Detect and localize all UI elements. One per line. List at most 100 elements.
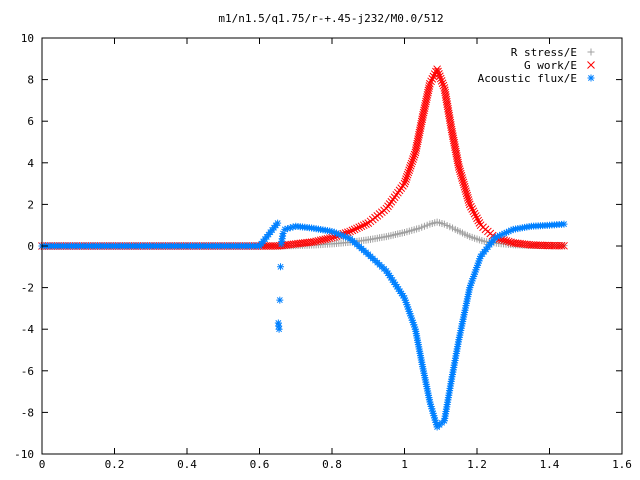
- data-point: [284, 225, 292, 233]
- data-point: [470, 270, 478, 278]
- chart-title: m1/n1.5/q1.75/r-+.45-j232/M0.0/512: [218, 12, 443, 25]
- data-point: [430, 414, 438, 422]
- data-point: [330, 228, 338, 236]
- data-point: [473, 214, 481, 223]
- legend-label: R stress/E: [511, 46, 577, 59]
- data-point: [411, 323, 419, 331]
- data-point: [474, 259, 482, 267]
- y-tick-label: 0: [27, 240, 34, 253]
- data-point: [446, 116, 454, 125]
- y-tick-label: -4: [21, 323, 35, 336]
- data-point: [467, 281, 475, 289]
- data-point: [275, 325, 283, 333]
- data-point: [425, 84, 433, 93]
- y-tick-label: -10: [14, 448, 34, 461]
- data-point: [419, 108, 428, 117]
- data-point: [337, 231, 345, 239]
- data-point: [446, 118, 455, 127]
- data-point: [421, 99, 430, 108]
- legend-marker: [587, 48, 595, 56]
- data-point: [424, 86, 433, 95]
- x-tick-label: 0.2: [105, 458, 125, 471]
- data-point: [407, 312, 415, 320]
- data-point: [475, 257, 483, 265]
- x-tick-label: 0.6: [250, 458, 270, 471]
- data-point: [410, 150, 419, 159]
- data-point: [427, 403, 435, 411]
- data-point: [409, 153, 418, 161]
- data-point: [420, 104, 429, 113]
- data-point: [409, 155, 417, 163]
- data-point: [461, 185, 470, 193]
- data-point: [279, 230, 287, 238]
- data-point: [321, 235, 330, 244]
- data-point: [502, 237, 511, 245]
- data-point: [442, 93, 450, 102]
- data-point: [405, 166, 414, 175]
- data-point: [429, 409, 437, 417]
- data-point: [463, 191, 472, 200]
- data-point: [507, 226, 515, 234]
- data-point: [359, 221, 368, 230]
- series-2: [38, 219, 568, 431]
- data-point: [426, 79, 434, 88]
- data-point: [401, 294, 408, 302]
- data-point: [464, 196, 473, 204]
- data-point: [465, 200, 474, 209]
- data-point: [310, 237, 318, 246]
- data-point: [429, 407, 437, 415]
- x-tick-label: 0.8: [322, 458, 342, 471]
- data-point: [446, 121, 455, 129]
- data-point: [391, 280, 399, 288]
- data-point: [472, 266, 480, 274]
- data-point: [410, 321, 418, 329]
- data-point: [491, 234, 499, 242]
- y-tick-label: -6: [21, 365, 34, 378]
- data-point: [445, 111, 454, 120]
- data-point: [560, 241, 568, 250]
- data-point: [394, 285, 402, 293]
- data-point: [439, 81, 448, 90]
- data-point: [504, 237, 513, 246]
- data-point: [425, 82, 434, 90]
- legend-marker: [587, 74, 595, 82]
- data-point: [433, 65, 441, 74]
- data-point: [505, 227, 513, 235]
- data-point: [402, 298, 410, 306]
- data-point: [406, 164, 414, 172]
- data-point: [476, 255, 484, 263]
- data-point: [382, 267, 390, 275]
- data-point: [390, 278, 398, 286]
- data-point: [462, 187, 470, 196]
- data-point: [459, 178, 468, 187]
- data-point: [408, 316, 416, 324]
- data-point: [474, 261, 482, 269]
- data-point: [445, 114, 454, 122]
- data-point: [441, 90, 450, 99]
- data-point: [457, 171, 466, 180]
- data-point: [409, 319, 417, 327]
- data-point: [281, 225, 289, 233]
- data-point: [437, 77, 446, 85]
- y-tick-label: 2: [27, 198, 34, 211]
- data-point: [469, 207, 478, 216]
- data-point: [406, 310, 414, 318]
- plot-markers: [38, 65, 568, 431]
- data-point: [474, 216, 483, 225]
- data-point: [419, 110, 427, 119]
- data-point: [422, 97, 430, 106]
- data-point: [422, 95, 431, 104]
- data-point: [455, 163, 463, 171]
- data-point: [444, 104, 452, 113]
- data-point: [362, 220, 370, 229]
- data-point: [438, 79, 447, 88]
- data-point: [418, 113, 427, 121]
- data-point: [396, 287, 404, 295]
- data-point: [333, 229, 341, 237]
- data-point: [393, 283, 401, 291]
- data-point: [346, 227, 354, 236]
- data-point: [430, 412, 438, 420]
- data-point: [319, 235, 327, 244]
- data-point: [407, 159, 416, 168]
